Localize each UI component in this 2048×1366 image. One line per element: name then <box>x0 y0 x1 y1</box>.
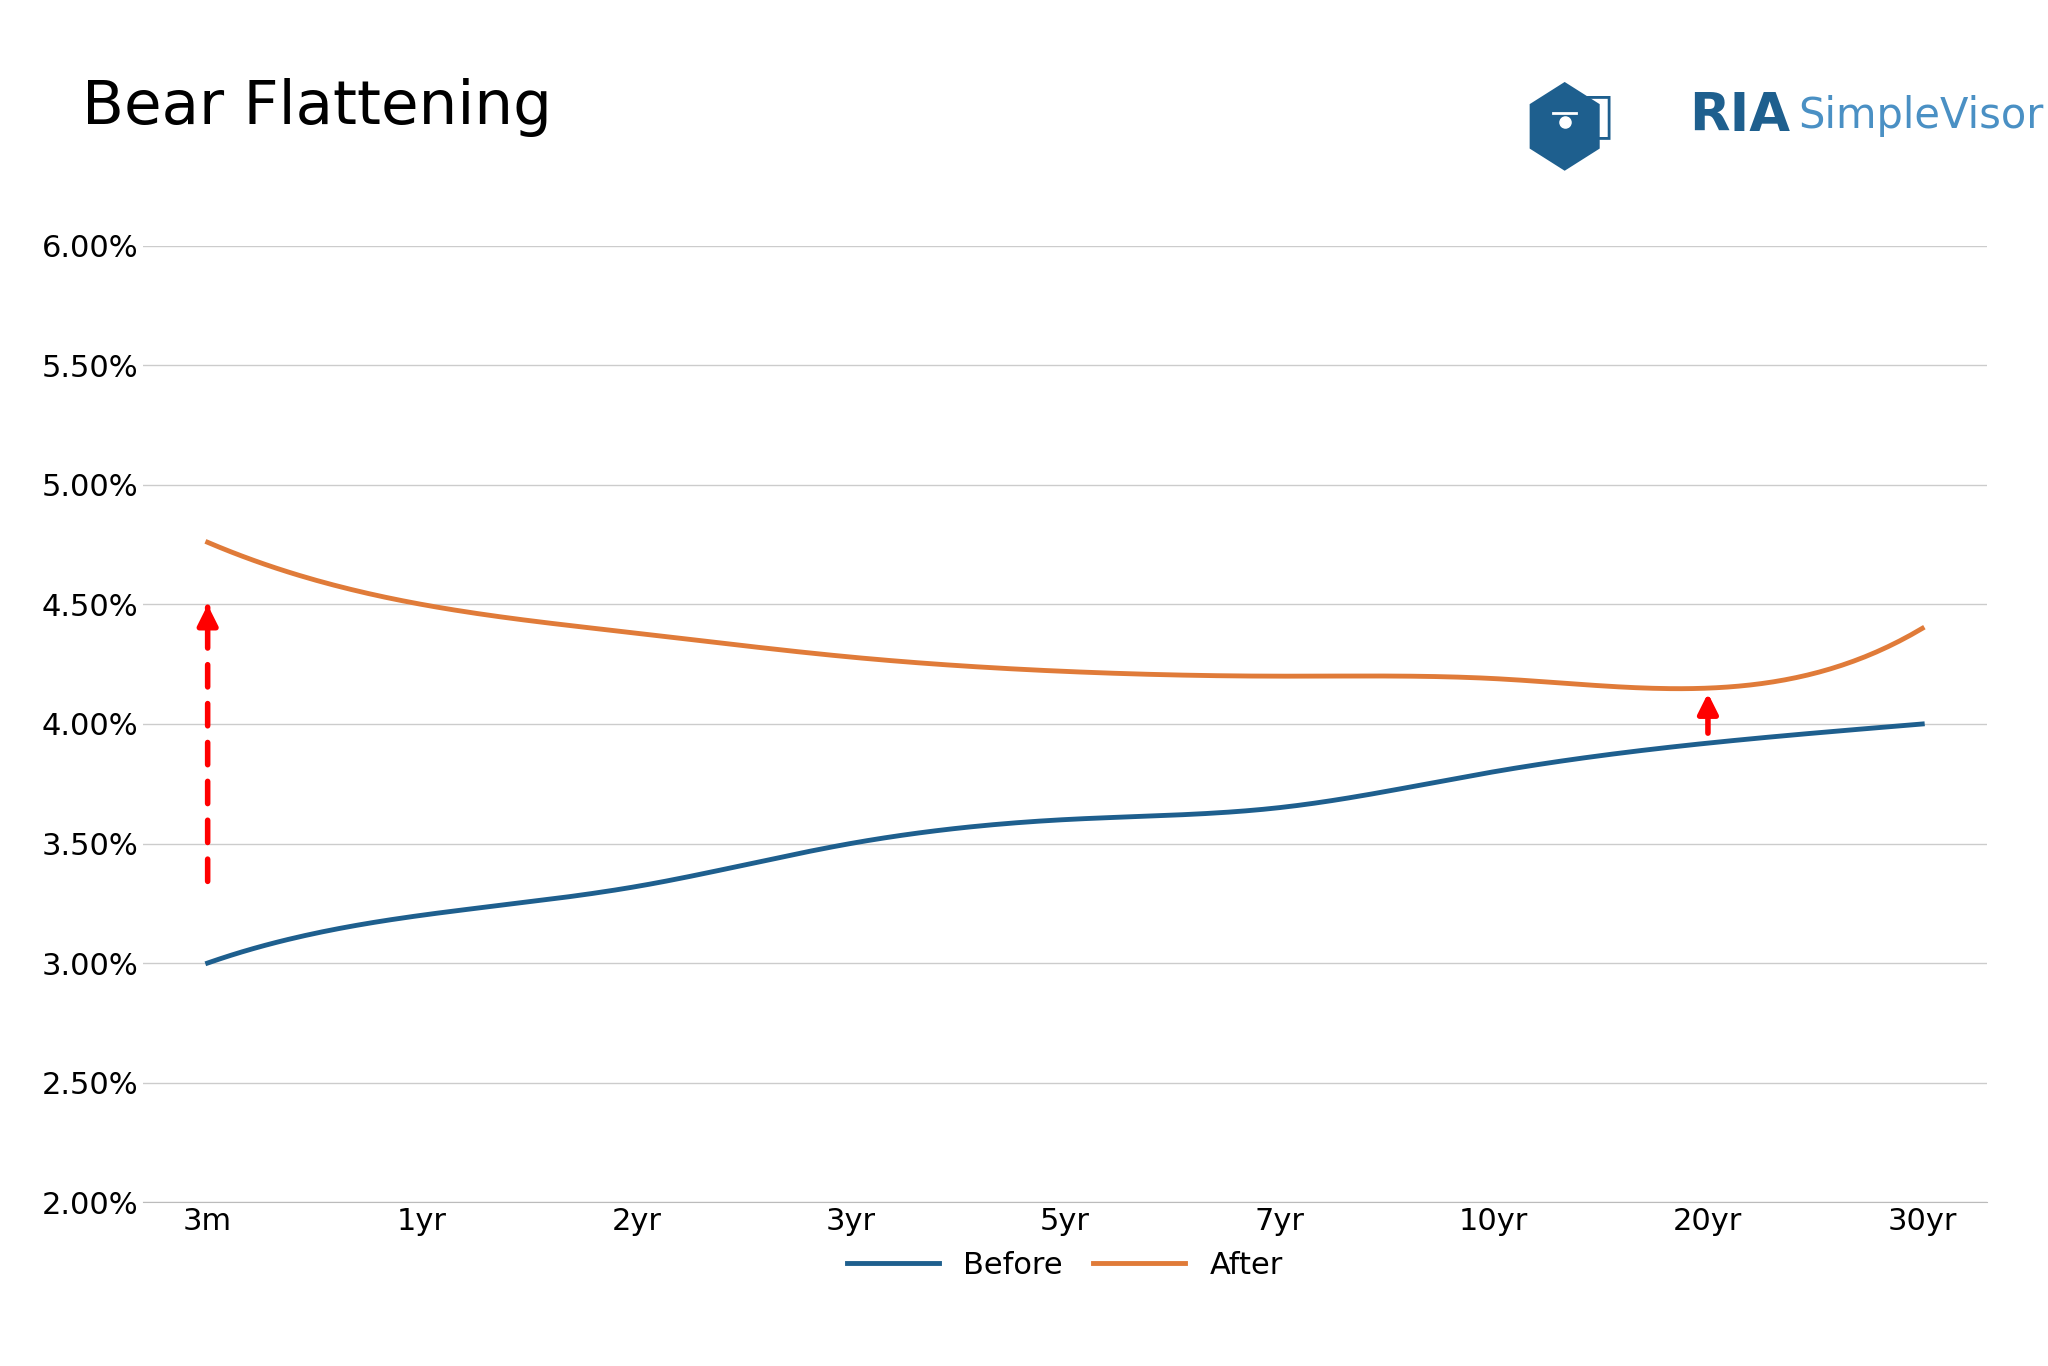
Text: SimpleVisor: SimpleVisor <box>1798 96 2044 137</box>
Polygon shape <box>1530 82 1599 171</box>
Text: ⦾: ⦾ <box>1583 92 1612 141</box>
Text: RIA: RIA <box>1690 90 1790 142</box>
Text: Bear Flattening: Bear Flattening <box>82 78 551 137</box>
Legend: Before, After: Before, After <box>836 1239 1294 1292</box>
